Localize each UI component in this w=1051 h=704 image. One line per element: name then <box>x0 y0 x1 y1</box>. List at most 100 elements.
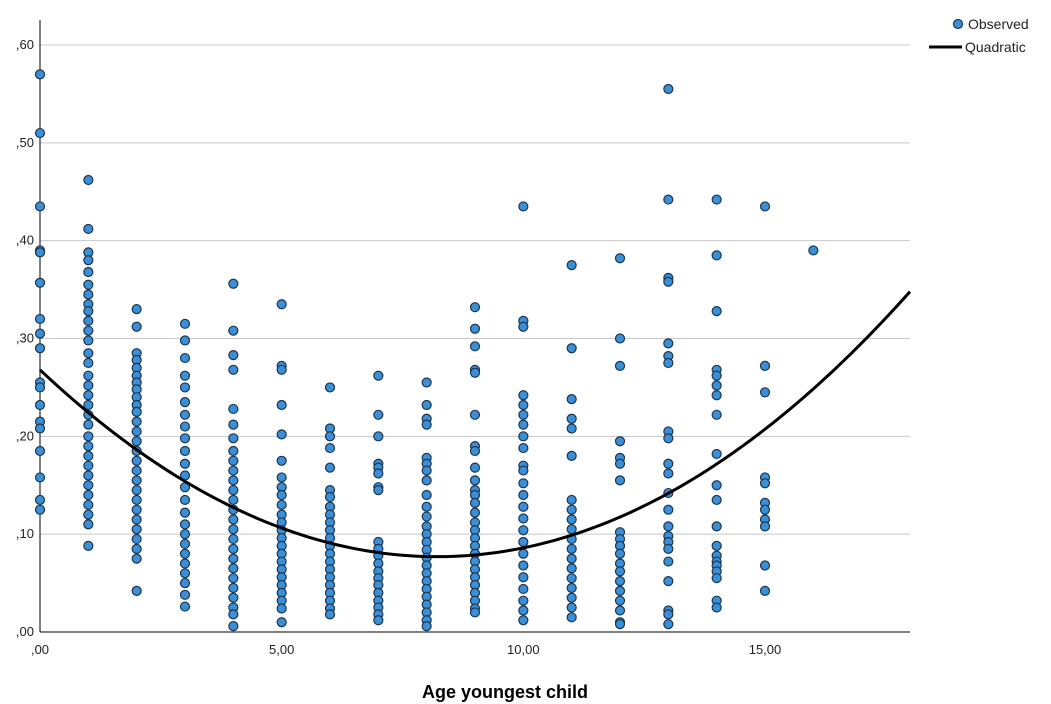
observed-point <box>131 485 142 496</box>
observed-point <box>131 504 142 515</box>
observed-point <box>518 525 529 536</box>
observed-point <box>83 223 94 235</box>
observed-point <box>518 431 529 442</box>
observed-point <box>83 348 94 359</box>
observed-point <box>518 560 529 571</box>
observed-point <box>131 416 142 427</box>
observed-point <box>324 431 336 442</box>
legend: Observed Quadratic <box>929 16 1029 55</box>
observed-point <box>759 504 771 515</box>
observed-point <box>131 514 142 525</box>
observed-point <box>83 315 94 326</box>
observed-point <box>711 448 722 460</box>
observed-point <box>759 387 771 398</box>
observed-point <box>711 370 722 381</box>
observed-point <box>566 450 577 461</box>
observed-point <box>83 390 94 401</box>
observed-point <box>131 543 142 554</box>
y-tick-label: ,10 <box>16 526 34 541</box>
observed-point <box>179 318 191 329</box>
observed-point <box>34 277 46 288</box>
quadratic-fit-line <box>38 290 912 559</box>
observed-point <box>228 403 239 415</box>
observed-point <box>518 536 529 548</box>
observed-point <box>614 619 626 630</box>
observed-point <box>663 194 674 205</box>
observed-point <box>566 423 577 434</box>
observed-point <box>83 289 94 300</box>
observed-point <box>518 478 529 489</box>
observed-point <box>421 465 432 476</box>
observed-point <box>83 419 94 430</box>
observed-point <box>83 470 94 481</box>
observed-point <box>276 399 287 411</box>
observed-point <box>759 478 771 489</box>
observed-point <box>83 431 94 442</box>
observed-point <box>711 573 722 584</box>
observed-point <box>131 465 142 476</box>
observed-point <box>179 548 191 559</box>
observed-point <box>131 426 142 437</box>
observed-point <box>34 445 46 457</box>
observed-point <box>228 419 239 430</box>
observed-point <box>83 540 94 552</box>
observed-point <box>131 524 142 535</box>
observed-point <box>566 602 577 613</box>
observed-point <box>469 475 481 486</box>
observed-point <box>228 325 239 336</box>
observed-point <box>179 335 191 346</box>
observed-point <box>228 485 239 496</box>
observed-point <box>663 83 674 95</box>
observed-point <box>83 357 94 369</box>
observed-point <box>34 127 46 139</box>
observed-point <box>324 462 336 473</box>
observed-point <box>711 306 722 317</box>
observed-point <box>83 279 94 290</box>
x-tick-label: 10,00 <box>507 642 540 657</box>
observed-point <box>566 573 577 584</box>
observed-point <box>566 563 577 574</box>
observed-point <box>518 201 529 212</box>
observed-point <box>614 595 626 606</box>
observed-point <box>179 601 191 612</box>
observed-point <box>179 370 191 381</box>
observed-point <box>566 543 577 554</box>
observed-point <box>421 489 432 501</box>
observed-point <box>518 321 529 332</box>
observed-point <box>518 548 529 559</box>
observed-point <box>566 514 577 525</box>
y-tick-label: ,50 <box>16 135 34 150</box>
observed-point <box>179 577 191 589</box>
observed-point <box>131 553 142 564</box>
observed-point <box>228 494 239 506</box>
observed-point <box>663 504 674 515</box>
observed-point <box>131 475 142 486</box>
observed-point <box>276 617 287 628</box>
observed-point <box>83 509 94 520</box>
observed-point <box>179 529 191 540</box>
axes <box>39 20 910 633</box>
observed-point <box>469 497 481 508</box>
observed-point <box>566 394 577 405</box>
observed-point <box>518 615 529 626</box>
observed-point <box>808 245 819 256</box>
observed-point <box>83 380 94 391</box>
observed-point <box>663 521 674 532</box>
observed-point <box>518 390 529 401</box>
observed-point <box>373 485 384 496</box>
observed-point <box>711 409 722 420</box>
observed-point <box>83 450 94 461</box>
observed-point <box>228 609 239 620</box>
observed-point <box>228 350 239 361</box>
observed-point <box>276 364 287 375</box>
observed-point <box>276 499 287 510</box>
observed-point <box>663 468 674 479</box>
y-tick-label: ,30 <box>16 331 34 346</box>
observed-point <box>34 69 46 80</box>
observed-point <box>324 609 336 620</box>
observed-point <box>663 458 674 469</box>
observed-point <box>228 455 239 466</box>
observed-point <box>518 465 529 476</box>
observed-point <box>711 380 722 391</box>
observed-point <box>179 396 191 408</box>
